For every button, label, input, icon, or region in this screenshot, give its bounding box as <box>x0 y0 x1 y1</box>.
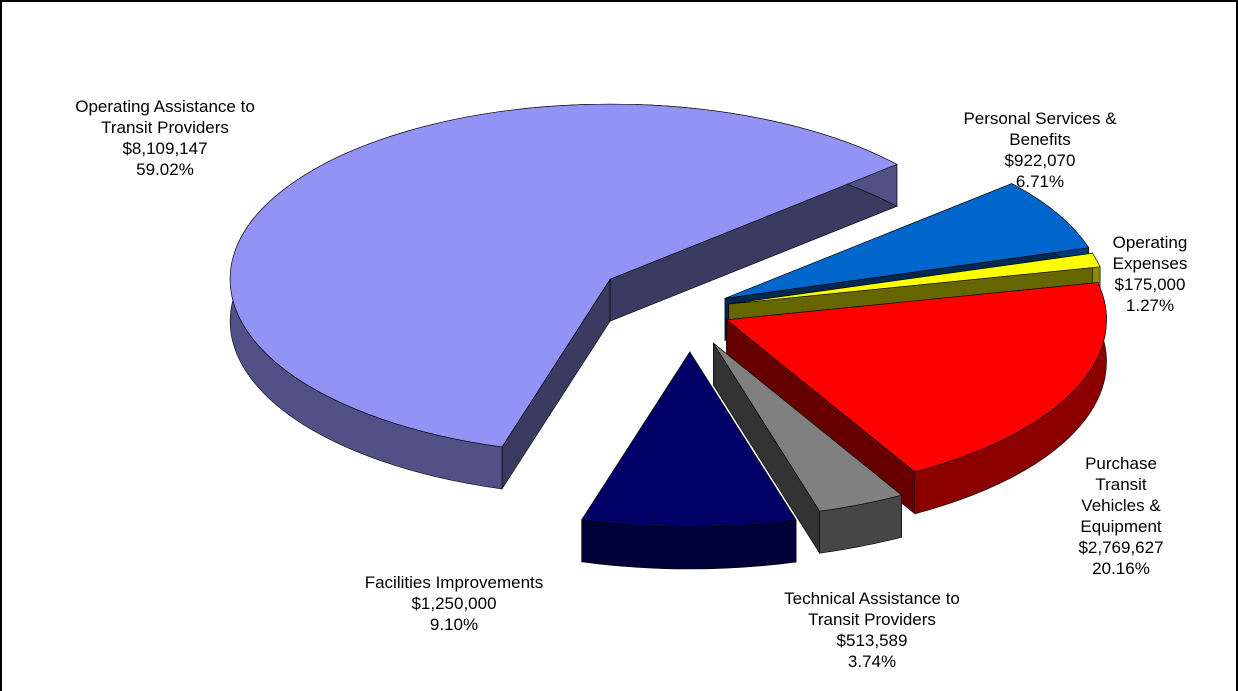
slice-percent: 20.16% <box>1092 559 1150 578</box>
slice-amount: $513,589 <box>836 631 908 650</box>
slice-name: Operating Assistance to Transit Provider… <box>75 97 255 137</box>
pie-tops <box>229 103 1107 528</box>
slice <box>725 282 1107 473</box>
slice-percent: 59.02% <box>136 160 194 179</box>
slice-amount: $922,070 <box>1004 151 1076 170</box>
slice-name: Technical Assistance to Transit Provider… <box>784 589 960 629</box>
slice-label: Technical Assistance to Transit Provider… <box>784 588 960 672</box>
slice-percent: 3.74% <box>847 652 897 671</box>
slice <box>581 351 797 528</box>
slice <box>724 183 1090 299</box>
slice-name: Facilities Improvements <box>364 573 544 592</box>
slice-percent: 9.10% <box>429 615 479 634</box>
slice-name: Operating Expenses <box>1112 233 1188 273</box>
slice-amount: $175,000 <box>1114 275 1186 294</box>
slice-label: Purchase Transit Vehicles & Equipment $2,… <box>1063 453 1180 579</box>
slice-amount: $8,109,147 <box>122 139 208 158</box>
slice-amount: $2,769,627 <box>1078 538 1164 557</box>
slice-name: Purchase Transit Vehicles & Equipment <box>1080 454 1162 536</box>
slice-label: Operating Assistance to Transit Provider… <box>75 96 255 180</box>
slice-percent: 1.27% <box>1125 296 1175 315</box>
slice <box>713 342 903 512</box>
slice-label: Personal Services & Benefits $922,070 6.71… <box>963 108 1116 192</box>
slice <box>728 252 1101 305</box>
slice-percent: 6.71% <box>1015 172 1065 191</box>
slice-name: Personal Services & Benefits <box>963 109 1117 149</box>
slice-amount: $1,250,000 <box>411 594 497 613</box>
slice-label: Operating Expenses $175,000 1.27% <box>1106 232 1194 316</box>
slice <box>229 103 898 448</box>
slice-label: Facilities Improvements $1,250,000 9.10% <box>365 572 544 635</box>
